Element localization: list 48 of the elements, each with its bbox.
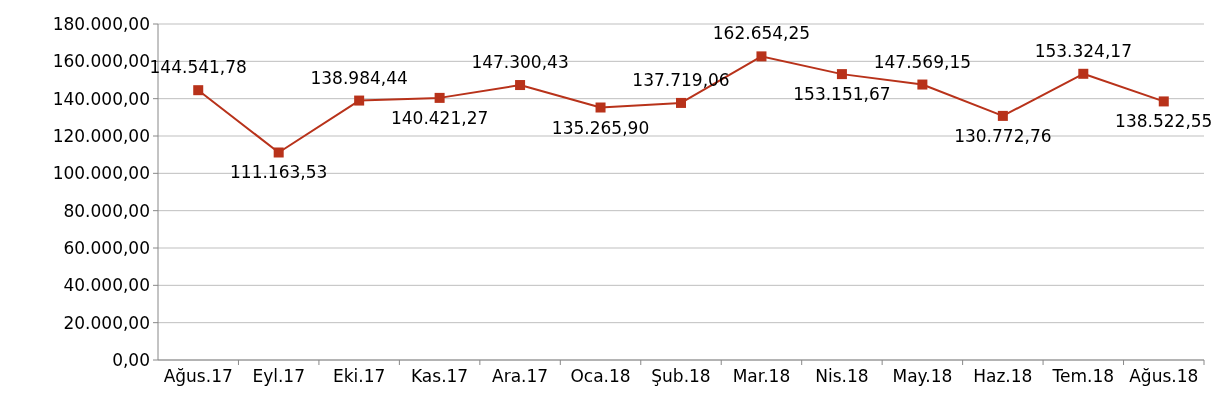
data-label: 140.421,27 — [390, 107, 489, 128]
point — [515, 80, 526, 91]
y-tick-label: 20.000,00 — [63, 312, 150, 333]
y-tick-label: 140.000,00 — [52, 88, 150, 109]
x-tick-label: Nis.18 — [815, 366, 869, 386]
point — [1158, 96, 1169, 107]
point — [595, 102, 606, 113]
point — [997, 110, 1008, 121]
point — [434, 92, 445, 103]
point — [676, 97, 686, 108]
point — [1078, 68, 1089, 79]
x-tick-label: Kas.17 — [411, 366, 469, 386]
data-label: 153.324,17 — [1034, 40, 1132, 61]
x-tick-label: Şub.18 — [651, 366, 711, 386]
y-tick-label: 180.000,00 — [52, 13, 150, 34]
data-label: 138.984,44 — [310, 67, 408, 88]
y-tick-label: 80.000,00 — [63, 200, 150, 221]
data-label: 162.654,25 — [712, 23, 811, 44]
data-label: 153.151,67 — [793, 84, 891, 105]
point — [354, 95, 365, 106]
point — [756, 51, 767, 62]
data-label: 111.163,53 — [230, 162, 328, 183]
data-label: 135.265,90 — [551, 117, 650, 138]
y-tick-label: 120.000,00 — [52, 125, 150, 146]
x-tick-label: Ara.17 — [492, 366, 549, 386]
data-label: 144.541,78 — [149, 57, 247, 78]
point — [273, 147, 284, 158]
y-tick-label: 0,00 — [112, 349, 150, 370]
data-label: 147.300,43 — [471, 52, 569, 73]
point — [917, 79, 928, 90]
data-label: 130.772,76 — [954, 125, 1052, 146]
x-tick-label: Mar.18 — [732, 366, 791, 386]
x-tick-label: Eki.17 — [332, 366, 386, 386]
x-tick-label: Ağus.18 — [1129, 366, 1199, 386]
x-tick-label: Eyl.17 — [252, 366, 305, 386]
x-tick-label: Ağus.17 — [163, 366, 233, 386]
y-tick-label: 60.000,00 — [63, 237, 150, 258]
data-label: 138.522,55 — [1115, 111, 1213, 132]
y-tick-label: 160.000,00 — [52, 51, 150, 72]
y-tick-label: 40.000,00 — [63, 275, 150, 296]
x-tick-label: Oca.18 — [570, 366, 631, 386]
y-tick-label: 100.000,00 — [52, 163, 150, 184]
point — [836, 69, 847, 80]
x-tick-label: Tem.18 — [1051, 366, 1115, 386]
data-label: 147.569,15 — [873, 51, 972, 72]
x-tick-label: Haz.18 — [973, 366, 1033, 386]
point — [193, 85, 204, 96]
x-tick-label: May.18 — [892, 366, 953, 386]
